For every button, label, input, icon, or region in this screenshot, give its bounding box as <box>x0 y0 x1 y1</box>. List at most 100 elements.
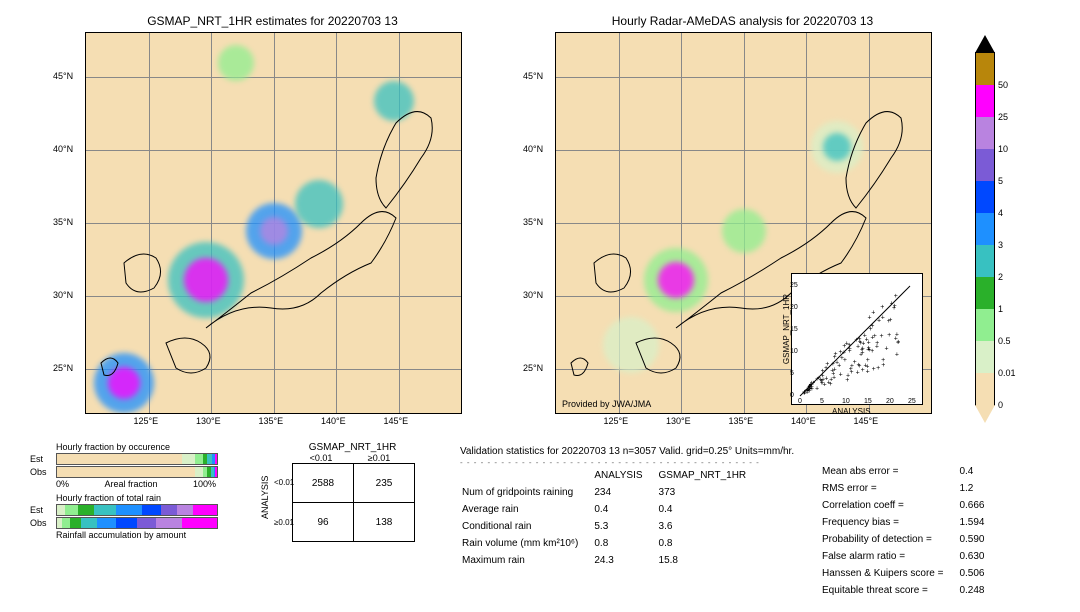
ct-11: 138 <box>354 503 415 542</box>
precip-blob <box>658 262 694 298</box>
bars-block: Hourly fraction by occurence EstObs 0% A… <box>30 442 240 540</box>
svg-text:+: + <box>866 369 870 376</box>
colorbar-arrow-up <box>975 35 995 53</box>
lat-tick: 45°N <box>53 71 73 81</box>
svg-text:+: + <box>879 333 883 340</box>
svg-text:+: + <box>881 362 885 369</box>
cmp-b: 3.6 <box>659 519 761 534</box>
colorbar-seg <box>976 85 994 117</box>
lat-tick: 35°N <box>53 217 73 227</box>
svg-text:+: + <box>868 347 872 354</box>
svg-text:+: + <box>848 346 852 353</box>
svg-text:+: + <box>887 332 891 339</box>
lon-tick: 145°E <box>854 416 879 426</box>
lon-tick: 130°E <box>196 416 221 426</box>
svg-text:+: + <box>895 351 899 358</box>
cmp-label: Rain volume (mm km²10⁶) <box>462 536 592 551</box>
lat-tick: 40°N <box>53 144 73 154</box>
stat-value: 1.2 <box>959 481 998 496</box>
colorbar-tick: 0.5 <box>998 336 1011 346</box>
cmp-label: Maximum rain <box>462 553 592 568</box>
lat-tick: 25°N <box>523 363 543 373</box>
colorbar-seg <box>976 181 994 213</box>
stat-value: 0.666 <box>959 498 998 513</box>
bars-0pct: 0% <box>56 479 69 489</box>
stat-label: Hanssen & Kuipers score = <box>822 566 957 581</box>
lon-tick: 125°E <box>134 416 159 426</box>
ct-row-low: <0.01 <box>274 478 292 487</box>
cmp-b: 0.4 <box>659 502 761 517</box>
contingency-block: GSMAP_NRT_1HR ANALYSIS <0.01 ≥0.01 <0.01… <box>260 442 415 542</box>
stat-value: 0.4 <box>959 464 998 479</box>
lat-tick: 45°N <box>523 71 543 81</box>
stat-label: Mean abs error = <box>822 464 957 479</box>
precip-blob <box>108 367 140 399</box>
svg-text:+: + <box>825 361 829 368</box>
precip-blob <box>722 209 766 253</box>
colorbar-seg <box>976 277 994 309</box>
colorbar-tick: 50 <box>998 80 1008 90</box>
stat-value: 0.248 <box>959 583 998 598</box>
cmp-a: 24.3 <box>594 553 656 568</box>
svg-text:+: + <box>842 350 846 357</box>
svg-text:+: + <box>896 339 900 346</box>
svg-text:+: + <box>867 314 871 321</box>
lon-tick: 135°E <box>259 416 284 426</box>
colorbar-tick: 3 <box>998 240 1003 250</box>
svg-text:+: + <box>827 380 831 387</box>
cmp-a: 234 <box>594 485 656 500</box>
cmp-a: 0.8 <box>594 536 656 551</box>
bar <box>56 504 218 516</box>
svg-text:+: + <box>861 367 865 374</box>
svg-text:+: + <box>877 317 881 324</box>
bar <box>56 466 218 478</box>
map2-panel: Provided by JWA/JMA+++++++++++++++++++++… <box>555 32 932 414</box>
ct-row-product: ANALYSIS <box>260 453 270 542</box>
cmp-b: 15.8 <box>659 553 761 568</box>
svg-text:+: + <box>884 345 888 352</box>
svg-text:+: + <box>856 370 860 377</box>
lon-tick: 130°E <box>666 416 691 426</box>
svg-text:+: + <box>857 362 861 369</box>
bars-totalrain: EstObs <box>30 504 240 529</box>
lat-tick: 40°N <box>523 144 543 154</box>
svg-text:+: + <box>871 309 875 316</box>
colorbar-seg <box>976 53 994 85</box>
stat-label: Frequency bias = <box>822 515 957 530</box>
cmp-col1: ANALYSIS <box>594 468 656 483</box>
colorbar-seg <box>976 149 994 181</box>
precip-blob <box>260 217 288 245</box>
cmp-b: 373 <box>659 485 761 500</box>
cmp-a: 5.3 <box>594 519 656 534</box>
bars-caption: Rainfall accumulation by amount <box>56 530 240 540</box>
credit: Provided by JWA/JMA <box>562 399 651 409</box>
ct-col-product: GSMAP_NRT_1HR <box>290 442 415 453</box>
svg-text:+: + <box>849 366 853 373</box>
map2-title: Hourly Radar-AMeDAS analysis for 2022070… <box>555 14 930 28</box>
cmp-label: Conditional rain <box>462 519 592 534</box>
cmp-col2: GSMAP_NRT_1HR <box>659 468 761 483</box>
svg-text:+: + <box>895 331 899 338</box>
comparison-table: ANALYSISGSMAP_NRT_1HR Num of gridpoints … <box>460 466 762 570</box>
svg-text:+: + <box>866 357 870 364</box>
svg-text:+: + <box>857 336 861 343</box>
bars-title2: Hourly fraction of total rain <box>56 493 240 503</box>
lon-tick: 135°E <box>729 416 754 426</box>
bars-occurence: EstObs <box>30 453 240 478</box>
svg-text:+: + <box>863 333 867 340</box>
map1-title: GSMAP_NRT_1HR estimates for 20220703 13 <box>85 14 460 28</box>
bars-100pct: 100% <box>193 479 216 489</box>
svg-text:+: + <box>815 385 819 392</box>
svg-text:+: + <box>872 366 876 373</box>
colorbar-tick: 10 <box>998 144 1008 154</box>
stat-label: Correlation coeff = <box>822 498 957 513</box>
stat-value: 1.594 <box>959 515 998 530</box>
bar-row-label: Est <box>30 454 56 464</box>
svg-text:+: + <box>876 365 880 372</box>
cmp-b: 0.8 <box>659 536 761 551</box>
stats-list: Mean abs error =0.4RMS error =1.2Correla… <box>820 462 1000 600</box>
ct-10: 96 <box>293 503 354 542</box>
scatter-inset: ++++++++++++++++++++++++++++++++++++++++… <box>791 273 923 405</box>
lon-tick: 140°E <box>791 416 816 426</box>
stat-label: False alarm ratio = <box>822 549 957 564</box>
